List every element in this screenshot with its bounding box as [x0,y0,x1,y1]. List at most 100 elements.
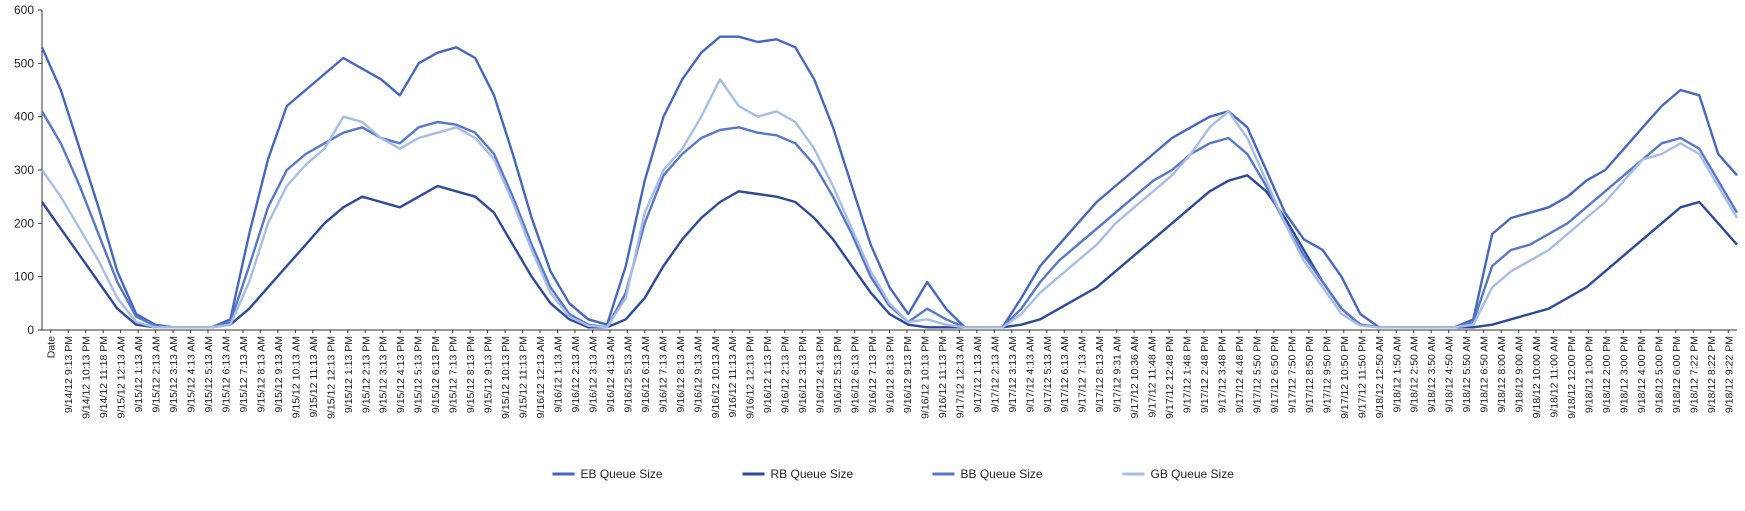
y-tick-label: 0 [27,323,34,337]
x-tick-label: 9/17/12 6:50 PM [1269,336,1281,413]
y-tick-label: 200 [14,216,34,230]
x-tick-label: 9/17/12 11:50 PM [1356,336,1368,418]
x-tick-label: 9/16/12 11:13 AM [727,336,739,418]
x-tick-label: 9/16/12 8:13 AM [675,336,687,412]
x-tick-label: 9/15/12 7:13 AM [238,336,250,412]
x-tick-label: 9/17/12 3:13 AM [1007,336,1019,412]
x-tick-label: 9/15/12 4:13 PM [395,336,407,413]
x-tick-label: 9/18/12 12:00 PM [1566,336,1578,419]
x-tick-label: 9/16/12 10:13 AM [710,336,722,418]
x-tick-label: 9/18/12 3:50 AM [1426,336,1438,412]
y-tick-label: 600 [14,3,34,17]
x-tick-label: 9/17/12 8:13 AM [1094,336,1106,412]
x-tick-label: 9/14/12 11:18 PM [98,336,110,418]
x-tick-label: 9/18/12 3:00 PM [1618,336,1630,413]
x-tick-label: 9/15/12 6:13 PM [430,336,442,413]
x-axis: Date 9/14/12 9:13 PM 9/14/12 10:13 PM 9/14/… [42,329,1737,419]
x-tick-label: 9/17/12 12:13 AM [954,336,966,418]
x-tick-label: 9/15/12 7:13 PM [448,336,460,413]
x-tick-label: 9/18/12 2:00 PM [1601,336,1613,413]
x-tick-label: 9/15/12 5:13 PM [413,336,425,413]
x-tick-label: 9/18/12 11:00 AM [1549,336,1561,418]
x-tick-label: 9/18/12 10:00 AM [1531,336,1543,418]
x-tick-label: 9/15/12 3:13 AM [168,336,180,412]
series-line-bb-queue-size [40,110,1739,329]
legend-item: EB Queue Size [552,467,663,481]
x-tick-label: 9/18/12 8:00 AM [1496,336,1508,412]
x-tick-label: 9/17/12 5:50 PM [1251,336,1263,413]
x-tick-label: 9/18/12 9:00 AM [1514,336,1526,412]
x-tick-label: 9/17/12 2:48 PM [1199,336,1211,413]
x-tick-label: 9/17/12 12:48 PM [1164,336,1176,419]
x-tick-label: 9/17/12 5:13 AM [1042,336,1054,412]
x-tick-label: 9/16/12 8:13 PM [885,336,897,413]
x-tick-label: 9/14/12 10:13 PM [81,336,93,419]
x-tick-label: 9/15/12 12:13 PM [325,336,337,419]
x-tick-label: Date [46,336,58,358]
x-tick-label: 9/17/12 7:50 PM [1286,336,1298,413]
x-tick-label: 9/15/12 8:13 PM [465,336,477,413]
x-tick-label: 9/15/12 11:13 AM [308,336,320,418]
x-tick-label: 9/17/12 1:13 AM [972,336,984,412]
x-tick-label: 9/17/12 2:13 AM [989,336,1001,412]
x-tick-label: 9/16/12 5:13 AM [622,336,634,412]
legend-item: RB Queue Size [742,467,854,481]
x-tick-label: 9/18/12 1:00 PM [1583,336,1595,413]
x-tick-label: 9/17/12 3:48 PM [1217,336,1229,413]
x-tick-label: 9/18/12 5:50 AM [1461,336,1473,412]
x-tick-label: 9/15/12 12:13 AM [116,336,128,418]
x-tick-label: 9/16/12 7:13 PM [867,336,879,413]
x-tick-label: 9/17/12 4:13 AM [1024,336,1036,412]
x-tick-label: 9/16/12 2:13 PM [780,336,792,413]
x-tick-label: 9/18/12 9:22 PM [1723,336,1735,413]
x-tick-label: 9/18/12 2:50 AM [1409,336,1421,412]
x-tick-label: 9/17/12 7:13 AM [1077,336,1089,412]
x-tick-label: 9/18/12 4:00 PM [1636,336,1648,413]
x-tick-label: 9/14/12 9:13 PM [63,336,75,413]
x-tick-label: 9/15/12 4:13 AM [186,336,198,412]
x-tick-label: 9/16/12 5:13 PM [832,336,844,413]
x-tick-label: 9/16/12 1:13 AM [552,336,564,412]
x-tick-label: 9/15/12 1:13 AM [133,336,145,412]
x-tick-label: 9/16/12 7:13 AM [657,336,669,412]
legend-label: RB Queue Size [771,467,854,481]
x-tick-label: 9/17/12 9:50 PM [1321,336,1333,413]
x-tick-label: 9/15/12 9:13 AM [273,336,285,412]
x-tick-label: 9/16/12 4:13 PM [815,336,827,413]
y-tick-label: 300 [14,163,34,177]
x-tick-label: 9/17/12 4:48 PM [1234,336,1246,413]
x-tick-label: 9/18/12 6:50 AM [1479,336,1491,412]
y-axis: 0 100 200 300 400 500 600 [14,3,43,337]
x-tick-label: 9/17/12 9:31 AM [1112,336,1124,412]
x-tick-label: 9/18/12 6:00 PM [1671,336,1683,413]
x-tick-label: 9/15/12 1:13 PM [343,336,355,413]
x-tick-label: 9/15/12 11:13 PM [518,336,530,418]
x-tick-label: 9/18/12 4:50 AM [1444,336,1456,412]
x-tick-label: 9/17/12 8:50 PM [1304,336,1316,413]
x-tick-label: 9/16/12 6:13 AM [640,336,652,412]
x-tick-label: 9/16/12 4:13 AM [605,336,617,412]
x-tick-label: 9/16/12 1:13 PM [762,336,774,413]
legend-label: BB Queue Size [961,467,1043,481]
x-tick-label: 9/18/12 7:22 PM [1688,336,1700,413]
x-tick-label: 9/18/12 5:00 PM [1653,336,1665,413]
y-tick-label: 400 [14,110,34,124]
x-tick-label: 9/15/12 10:13 PM [500,336,512,419]
series-layer [40,35,1739,329]
x-tick-label: 9/16/12 11:13 PM [937,336,949,418]
x-tick-label: 9/18/12 8:22 PM [1706,336,1718,413]
x-tick-label: 9/16/12 6:13 PM [850,336,862,413]
x-tick-label: 9/18/12 12:50 AM [1374,336,1386,418]
x-tick-label: 9/18/12 1:50 AM [1391,336,1403,412]
x-tick-label: 9/15/12 2:13 PM [360,336,372,413]
x-tick-label: 9/17/12 10:36 AM [1129,336,1141,418]
y-tick-label: 500 [14,56,34,70]
x-tick-label: 9/15/12 5:13 AM [203,336,215,412]
legend-item: BB Queue Size [932,467,1043,481]
x-tick-label: 9/17/12 6:13 AM [1059,336,1071,412]
x-tick-label: 9/16/12 3:13 AM [587,336,599,412]
legend-label: GB Queue Size [1151,467,1235,481]
legend-label: EB Queue Size [581,467,663,481]
x-tick-label: 9/16/12 12:13 PM [745,336,757,419]
